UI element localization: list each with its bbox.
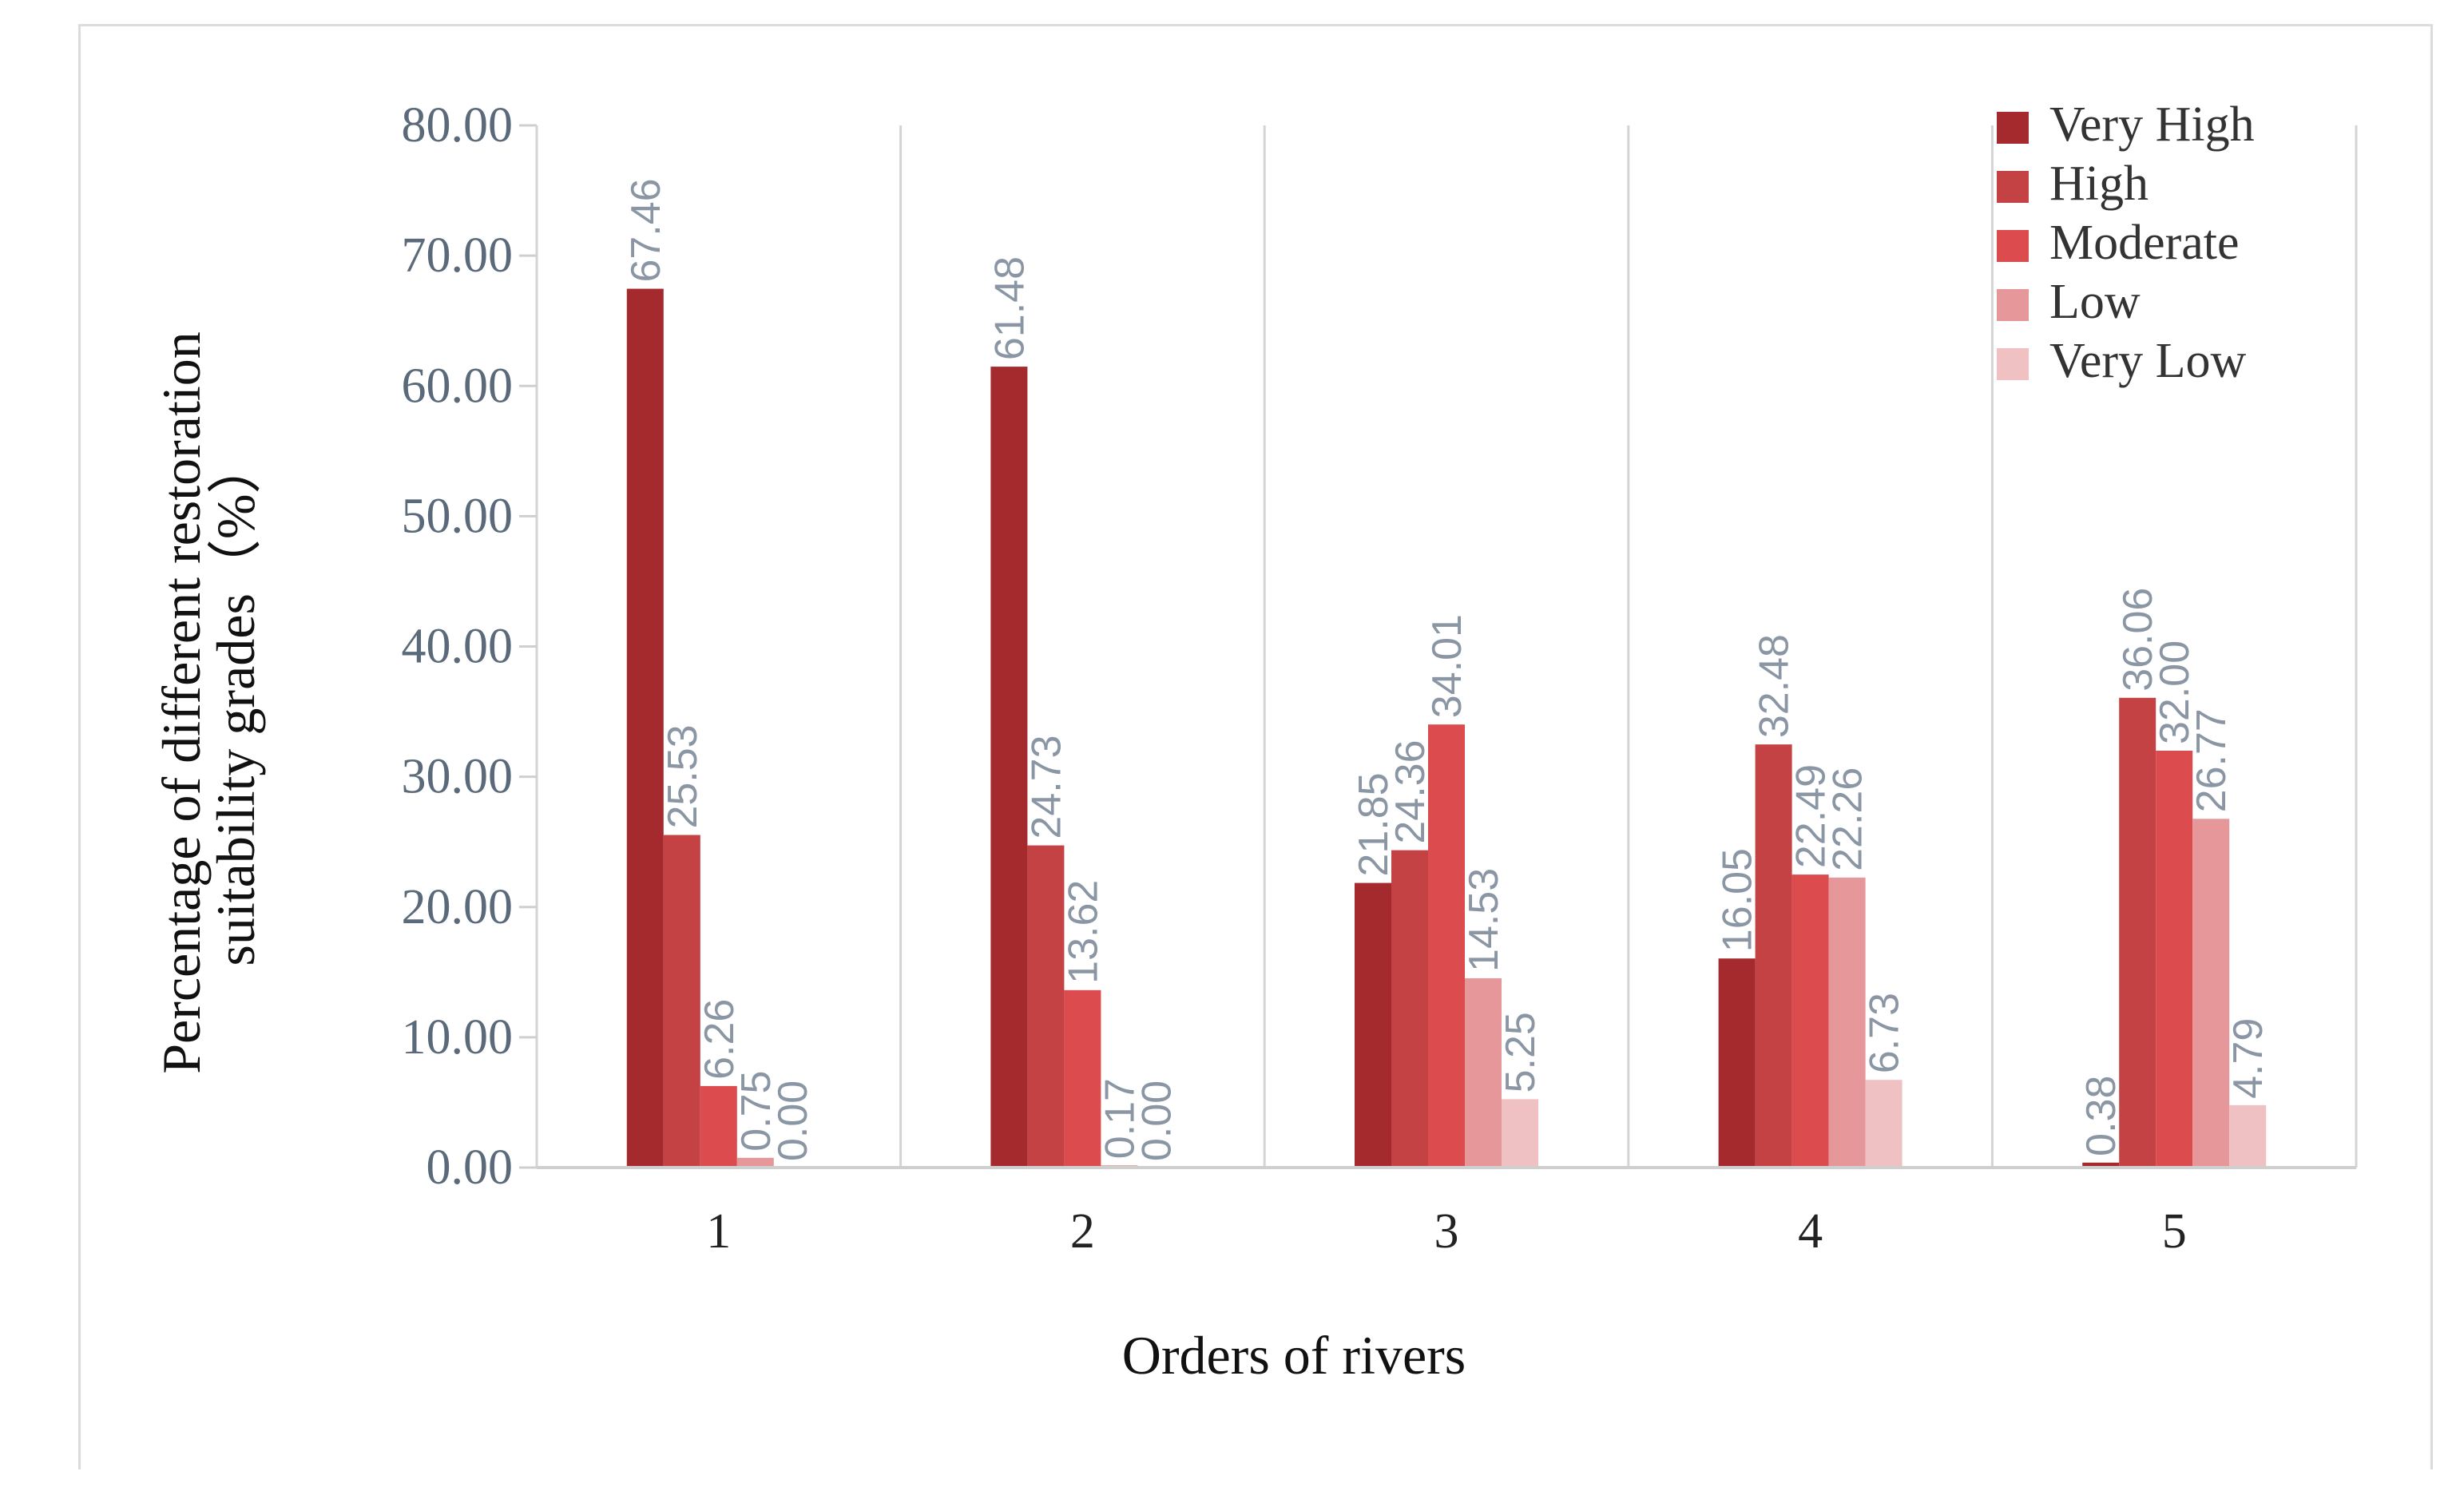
x-tick-label: 5 <box>2162 1204 2187 1259</box>
bars-layer <box>626 288 2267 1168</box>
data-label: 67.46 <box>623 178 669 282</box>
bar <box>736 1157 774 1168</box>
bar <box>2119 697 2156 1168</box>
data-label: 22.26 <box>1825 767 1871 871</box>
bar <box>1064 989 1101 1168</box>
bar <box>626 288 664 1168</box>
grid-layer <box>535 125 2358 1168</box>
bar <box>2192 819 2230 1168</box>
data-label: 61.48 <box>986 256 1033 360</box>
data-label: 24.73 <box>1023 735 1069 839</box>
bar <box>1755 744 1792 1168</box>
chart-frame <box>78 24 2433 1469</box>
legend-label: Very High <box>2049 97 2255 152</box>
bar <box>1355 882 1391 1168</box>
y-tick-label: 10.00 <box>402 1010 514 1065</box>
y-tick-label: 70.00 <box>402 228 514 283</box>
x-tick-label: 4 <box>1798 1204 1823 1259</box>
bar <box>990 367 1028 1168</box>
legend-label: Moderate <box>2049 216 2240 270</box>
data-label: 22.49 <box>1788 764 1835 868</box>
y-tick-label: 30.00 <box>402 750 514 804</box>
data-label: 32.48 <box>1752 634 1798 738</box>
legend-label: Very Low <box>2049 334 2246 388</box>
y-tick-label: 60.00 <box>402 359 514 413</box>
y-tick-label: 50.00 <box>402 489 514 543</box>
bar <box>1465 977 1502 1168</box>
bar <box>2229 1104 2267 1168</box>
data-label: 21.85 <box>1351 772 1397 876</box>
bar <box>1391 850 1428 1168</box>
y-tick-label: 80.00 <box>402 98 514 153</box>
data-label: 4.79 <box>2225 1018 2272 1099</box>
legend-label: High <box>2049 157 2149 211</box>
axes-layer: 0.0010.0020.0030.0040.0050.0060.0070.008… <box>402 98 2356 1259</box>
bar <box>2156 751 2193 1168</box>
data-label: 32.00 <box>2152 640 2198 744</box>
y-axis-label: Percentage of different restoration suit… <box>151 331 266 1074</box>
y-tick-label: 20.00 <box>402 880 514 934</box>
bar <box>1828 877 1866 1168</box>
data-label: 6.26 <box>696 999 743 1080</box>
x-tick-label: 1 <box>706 1204 731 1259</box>
data-label: 26.77 <box>2188 708 2235 812</box>
data-label: 5.25 <box>1498 1012 1544 1092</box>
data-label: 0.17 <box>1097 1078 1143 1159</box>
data-label: 0.38 <box>2078 1076 2125 1156</box>
y-tick-label: 0.00 <box>427 1140 514 1195</box>
bar <box>1865 1080 1903 1168</box>
bar <box>1428 724 1465 1168</box>
bar <box>2082 1162 2120 1168</box>
bar <box>1718 958 1756 1168</box>
legend-swatch <box>1997 112 2029 144</box>
bar <box>700 1085 737 1168</box>
data-label: 13.62 <box>1060 880 1106 984</box>
data-label: 0.75 <box>733 1071 780 1152</box>
y-axis-label-line-1: Percentage of different restoration <box>151 331 212 1074</box>
y-tick-label: 40.00 <box>402 620 514 674</box>
data-label: 34.01 <box>1424 614 1470 718</box>
data-label: 6.73 <box>1862 993 1908 1073</box>
bar <box>663 835 700 1168</box>
legend-label: Low <box>2049 275 2141 329</box>
data-label: 0.00 <box>770 1081 816 1161</box>
data-label: 24.36 <box>1387 740 1434 843</box>
value-labels-layer: 67.46 61.48 21.85 16.05 25.53 24.73 24.36 32.48… <box>623 178 2272 1161</box>
data-label: 0.00 <box>1133 1081 1180 1161</box>
legend-swatch <box>1997 171 2029 203</box>
data-label: 14.53 <box>1461 868 1507 972</box>
bar <box>1027 845 1065 1168</box>
data-label: 36.06 <box>2115 588 2161 692</box>
bar <box>1791 874 1829 1168</box>
y-axis-label-line-2: suitability grades（%） <box>205 439 266 966</box>
data-label: 16.05 <box>1715 848 1761 952</box>
x-tick-label: 2 <box>1070 1204 1095 1259</box>
data-label: 25.53 <box>660 724 706 828</box>
x-axis-label: Orders of rivers <box>1122 1325 1466 1386</box>
legend-swatch <box>1997 230 2029 262</box>
legend-swatch <box>1997 348 2029 380</box>
bar <box>1502 1099 1538 1168</box>
legend-swatch <box>1997 289 2029 321</box>
x-tick-label: 3 <box>1434 1204 1459 1259</box>
